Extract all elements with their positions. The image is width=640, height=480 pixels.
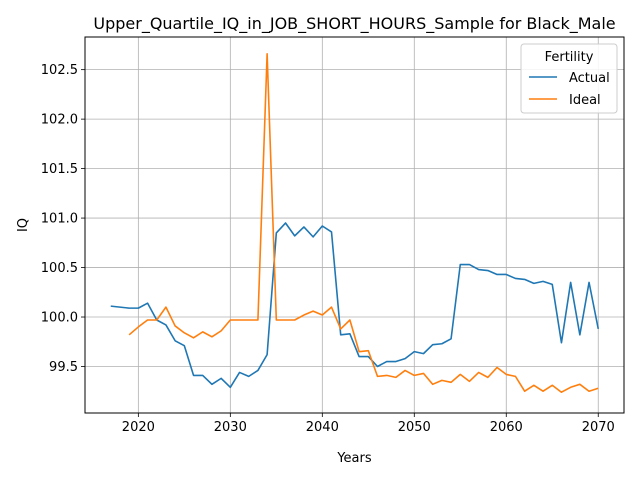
legend-box (520, 43, 618, 114)
y-tick-label: 102.5 (41, 63, 78, 78)
x-tick-label: 2070 (582, 420, 615, 435)
y-axis-label: IQ (16, 218, 31, 232)
legend: Fertility Actual Ideal (520, 43, 618, 114)
y-tick-label: 102.0 (41, 113, 78, 128)
x-tick-label: 2050 (398, 420, 431, 435)
series-layer (110, 53, 600, 394)
x-tick-label: 2030 (214, 420, 247, 435)
legend-title: Fertility (545, 50, 594, 65)
x-tick-label: 2040 (306, 420, 339, 435)
y-tick-label: 100.5 (41, 261, 78, 276)
x-axis-label: Years (336, 451, 372, 466)
plot-frame (84, 36, 625, 414)
tick-layer: 2020 2030 2040 2050 2060 2070 99.5 100.0 100.5 10… (41, 63, 615, 435)
legend-label-actual: Actual (569, 71, 610, 86)
y-tick-label: 99.5 (49, 360, 78, 375)
y-tick-label: 100.0 (41, 311, 78, 326)
series-line-actual (110, 222, 600, 389)
series-line-ideal (128, 53, 599, 394)
y-tick-label: 101.0 (41, 212, 78, 227)
x-tick-label: 2060 (490, 420, 523, 435)
chart-title: Upper_Quartile_IQ_in_JOB_SHORT_HOURS_Sam… (93, 14, 615, 34)
x-tick-label: 2020 (122, 420, 155, 435)
y-tick-label: 101.5 (41, 162, 78, 177)
legend-label-ideal: Ideal (569, 93, 601, 108)
grid-layer (85, 37, 624, 413)
